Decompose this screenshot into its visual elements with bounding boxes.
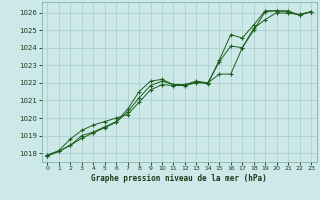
X-axis label: Graphe pression niveau de la mer (hPa): Graphe pression niveau de la mer (hPa) [91, 174, 267, 183]
